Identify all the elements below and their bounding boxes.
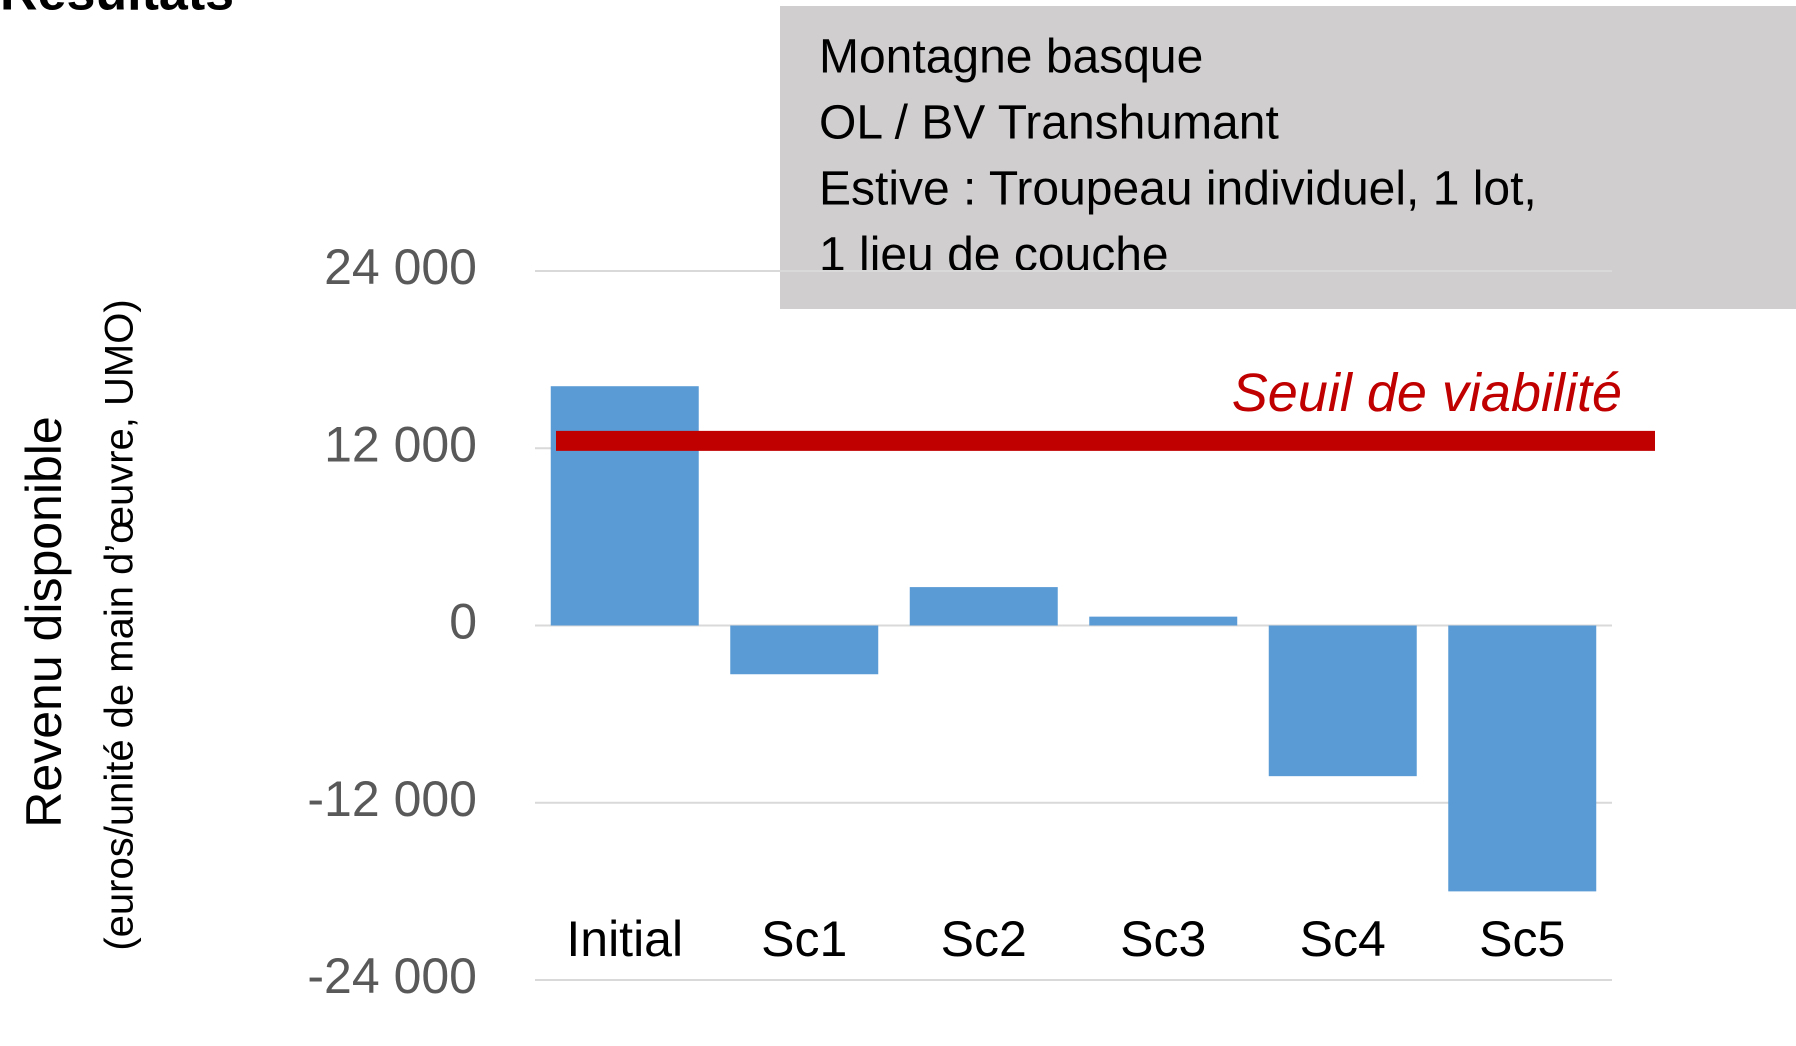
bar [1268, 625, 1417, 777]
y-tick-label: 12 000 [324, 416, 477, 472]
info-line: Estive : Troupeau individuel, 1 lot, [819, 163, 1537, 216]
y-tick-label: 0 [449, 594, 477, 650]
bar [1448, 625, 1597, 892]
x-tick-label: Sc2 [941, 911, 1027, 967]
y-tick-label: 24 000 [324, 239, 477, 295]
info-line: Montagne basque [819, 31, 1203, 84]
info-line: OL / BV Transhumant [819, 97, 1279, 150]
threshold-label: Seuil de viabilité [1232, 363, 1622, 423]
bar [730, 625, 879, 675]
y-axis-sublabel: (euros/unité de main d’œuvre, UMO) [98, 299, 142, 950]
x-tick-label: Sc4 [1300, 911, 1386, 967]
info-line: 1 lieu de couche [819, 229, 1169, 282]
bar [550, 386, 699, 626]
y-tick-label: -24 000 [307, 948, 477, 1004]
x-tick-label: Sc3 [1120, 911, 1206, 967]
x-tick-label: Initial [566, 911, 683, 967]
chart-title: Résultats [0, 0, 234, 22]
y-axis-label: Revenu disponible [16, 416, 72, 827]
bar [1089, 616, 1238, 626]
x-tick-label: Sc5 [1479, 911, 1565, 967]
info-box [780, 6, 1796, 309]
bar [909, 587, 1058, 626]
x-tick-label: Sc1 [761, 911, 847, 967]
y-tick-label: -12 000 [307, 771, 477, 827]
